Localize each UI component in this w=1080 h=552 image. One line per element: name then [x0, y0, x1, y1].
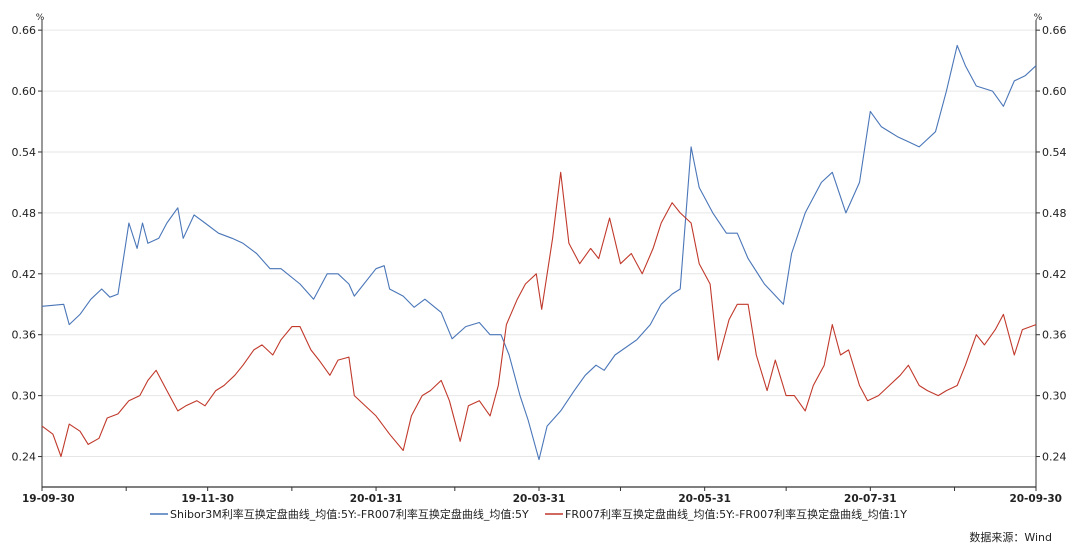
x-tick-label: 20-01-31 [350, 493, 403, 505]
y-tick-label-right: 0.36 [1042, 329, 1067, 342]
y-tick-label-right: 0.24 [1042, 451, 1067, 464]
y-tick-label-left: 0.66 [12, 24, 37, 37]
x-tick-label: 20-09-30 [1009, 493, 1062, 505]
y-tick-label-left: 0.48 [12, 207, 37, 220]
y-tick-label-left: 0.60 [12, 85, 37, 98]
legend: Shibor3M利率互换定盘曲线_均值:5Y:-FR007利率互换定盘曲线_均值… [150, 507, 907, 521]
y-tick-label-right: 0.48 [1042, 207, 1067, 220]
series-lines [41, 44, 1037, 461]
y-tick-label-left: 0.30 [12, 390, 37, 403]
y-tick-label-right: 0.42 [1042, 268, 1067, 281]
axes [38, 20, 1040, 491]
y-tick-label-left: 0.36 [12, 329, 37, 342]
y-tick-label-left: 0.54 [12, 146, 37, 159]
series-line-1 [41, 44, 1037, 461]
y-tick-label-right: 0.66 [1042, 24, 1067, 37]
legend-label-1: Shibor3M利率互换定盘曲线_均值:5Y:-FR007利率互换定盘曲线_均值… [170, 507, 529, 521]
x-tick-label: 20-07-31 [844, 493, 897, 505]
y-tick-label-right: 0.60 [1042, 85, 1067, 98]
x-tick-label: 20-05-31 [678, 493, 731, 505]
source-label: 数据来源：Wind [969, 530, 1052, 544]
x-tick-label: 19-09-30 [22, 493, 75, 505]
tick-labels: 0.24 0.24 0.30 0.30 0.36 0.36 0.42 0.42 0.48 0.48… [12, 13, 1067, 505]
series-line-2 [41, 171, 1037, 458]
x-tick-label: 19-11-30 [181, 493, 234, 505]
y-tick-label-right: 0.54 [1042, 146, 1067, 159]
y-tick-label-left: 0.24 [12, 451, 37, 464]
grid-lines [42, 29, 1036, 458]
legend-label-2: FR007利率互换定盘曲线_均值:5Y:-FR007利率互换定盘曲线_均值:1Y [565, 507, 907, 521]
y-unit-right: % [1034, 13, 1043, 23]
y-unit-left: % [36, 13, 45, 23]
y-tick-label-left: 0.42 [12, 268, 37, 281]
y-tick-label-right: 0.30 [1042, 390, 1067, 403]
x-tick-label: 20-03-31 [513, 493, 566, 505]
